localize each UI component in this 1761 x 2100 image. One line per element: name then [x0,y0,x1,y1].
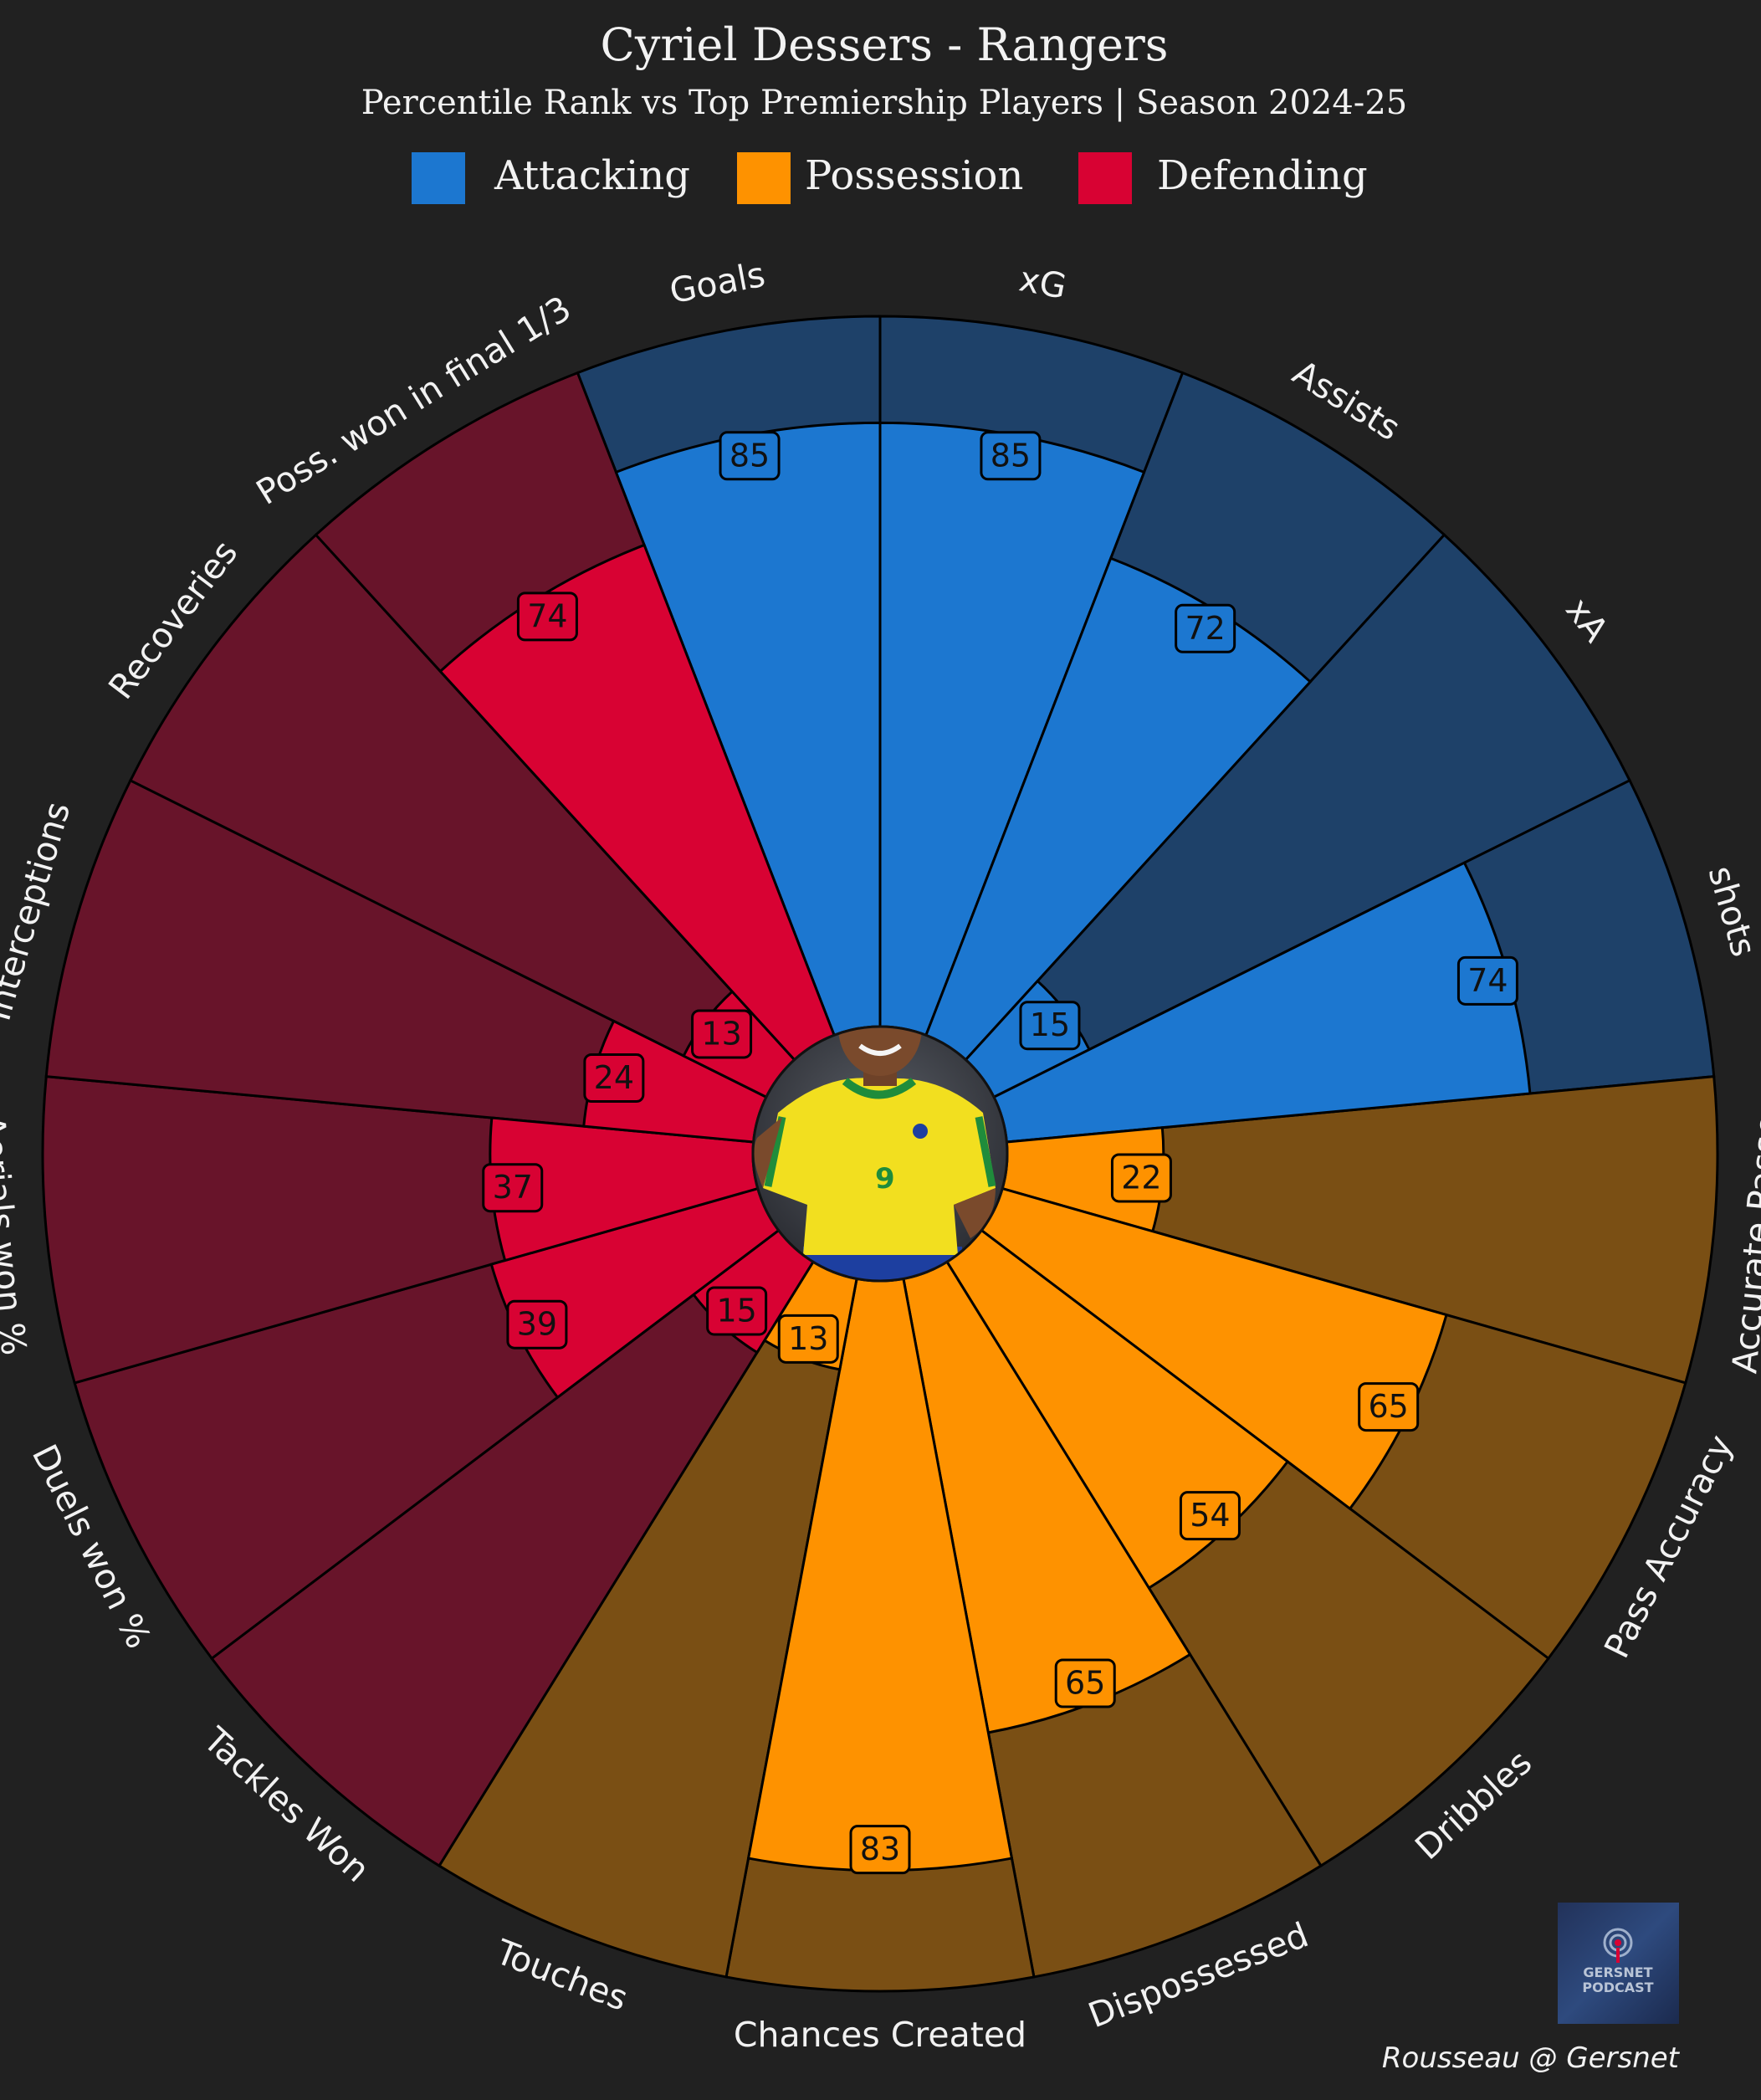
category-label-goals: Goals [667,254,769,311]
category-label-shots: shots [1700,862,1761,961]
value-label-chances-created: 83 [860,1831,900,1867]
value-label-dribbles: 54 [1190,1497,1230,1534]
value-label-accurate-passes: 22 [1121,1159,1161,1196]
legend-label-defending: Defending [1157,152,1368,199]
legend-swatch-possession [737,152,791,204]
value-label-tackles-won: 15 [716,1292,756,1329]
slice-values [438,421,1532,1872]
value-badge-dispossessed: 65 [1054,1658,1116,1708]
value-label-pass-accuracy: 65 [1369,1388,1409,1425]
value-badge-goals: 85 [719,431,781,481]
value-badge-xa: 15 [1019,1001,1081,1051]
value-badge-box [980,431,1042,481]
value-badge-pass-accuracy: 65 [1358,1382,1420,1432]
value-badge-interceptions: 24 [583,1053,645,1103]
value-badge-box [706,1286,768,1336]
value-badge-touches: 13 [777,1314,839,1364]
value-badge-duels-won: 39 [506,1299,568,1350]
category-label-accurate-passes: Accurate Passes [1724,1095,1761,1375]
category-label-xa: xA [1558,590,1616,649]
value-badge-box [1054,1658,1116,1708]
value-badge-dribbles: 54 [1179,1491,1241,1541]
value-badge-accurate-passes: 22 [1110,1153,1172,1203]
category-label-chances-created: Chances Created [734,2015,1026,2055]
value-label-touches: 13 [788,1320,828,1357]
legend-swatch-defending [1078,152,1132,204]
value-badge-box [482,1163,544,1213]
value-label-aerials-won: 37 [493,1169,533,1206]
legend-label-possession: Possession [805,152,1023,199]
value-badge-box [1179,1491,1241,1541]
svg-text:9: 9 [875,1162,895,1196]
value-badge-box [1358,1382,1420,1432]
value-label-duels-won: 39 [517,1306,557,1343]
value-label-assists: 72 [1185,610,1225,647]
logo-line-2: PODCAST [1582,1980,1653,1995]
value-label-xa: 15 [1030,1006,1070,1043]
category-label-aerials-won: Aerials won % [0,1113,34,1357]
value-label-xg: 85 [991,437,1031,474]
value-label-poss-won-in-final-1-3: 74 [527,597,567,634]
value-badge-aerials-won: 37 [482,1163,544,1213]
value-labels: 85 85 72 15 74 22 65 54 65 83 13 15 39 37 24 13 74 [482,431,1518,1875]
value-badge-shots: 74 [1456,955,1518,1006]
value-label-goals: 85 [729,437,770,474]
value-badge-box [1175,603,1236,653]
chart-title: Cyriel Dessers - Rangers [601,18,1169,71]
value-badge-box [583,1053,645,1103]
value-badge-box [516,592,578,642]
value-badge-box [1019,1001,1081,1051]
value-badge-recoveries: 13 [691,1009,753,1059]
value-badge-poss-won-in-final-1-3: 74 [516,592,578,642]
legend: Attacking Possession Defending [412,152,1368,204]
legend-item-possession: Possession [737,152,1023,204]
legend-item-attacking: Attacking [412,152,690,204]
podcast-mic-icon [1603,1928,1633,1963]
value-badge-box [849,1825,911,1875]
value-badge-xg: 85 [980,431,1042,481]
legend-label-attacking: Attacking [494,152,690,199]
player-photo: 9 [751,1025,1009,1283]
gersnet-podcast-logo: GERSNET PODCAST [1558,1903,1679,2024]
category-label-xg: xG [1016,259,1070,306]
value-badge-tackles-won: 15 [706,1286,768,1336]
value-label-shots: 74 [1467,962,1508,999]
value-badge-assists: 72 [1175,603,1236,653]
legend-swatch-attacking [412,152,465,204]
value-badge-chances-created: 83 [849,1825,911,1875]
value-badge-box [691,1009,753,1059]
value-label-recoveries: 13 [701,1015,741,1052]
value-badge-box [719,431,781,481]
credit-text: Rousseau @ Gersnet [1382,2041,1681,2075]
value-label-interceptions: 24 [594,1059,634,1096]
value-badge-box [777,1314,839,1364]
value-label-dispossessed: 65 [1065,1665,1105,1702]
value-badge-box [1456,955,1518,1006]
chart-subtitle: Percentile Rank vs Top Premiership Playe… [361,84,1407,122]
legend-item-defending: Defending [1078,152,1368,204]
value-badge-box [1110,1153,1172,1203]
logo-line-1: GERSNET [1583,1964,1652,1980]
value-badge-box [506,1299,568,1350]
